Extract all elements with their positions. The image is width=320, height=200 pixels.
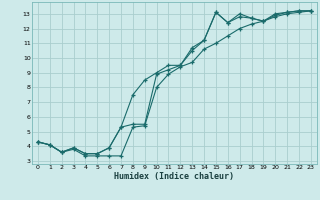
- X-axis label: Humidex (Indice chaleur): Humidex (Indice chaleur): [115, 172, 234, 181]
